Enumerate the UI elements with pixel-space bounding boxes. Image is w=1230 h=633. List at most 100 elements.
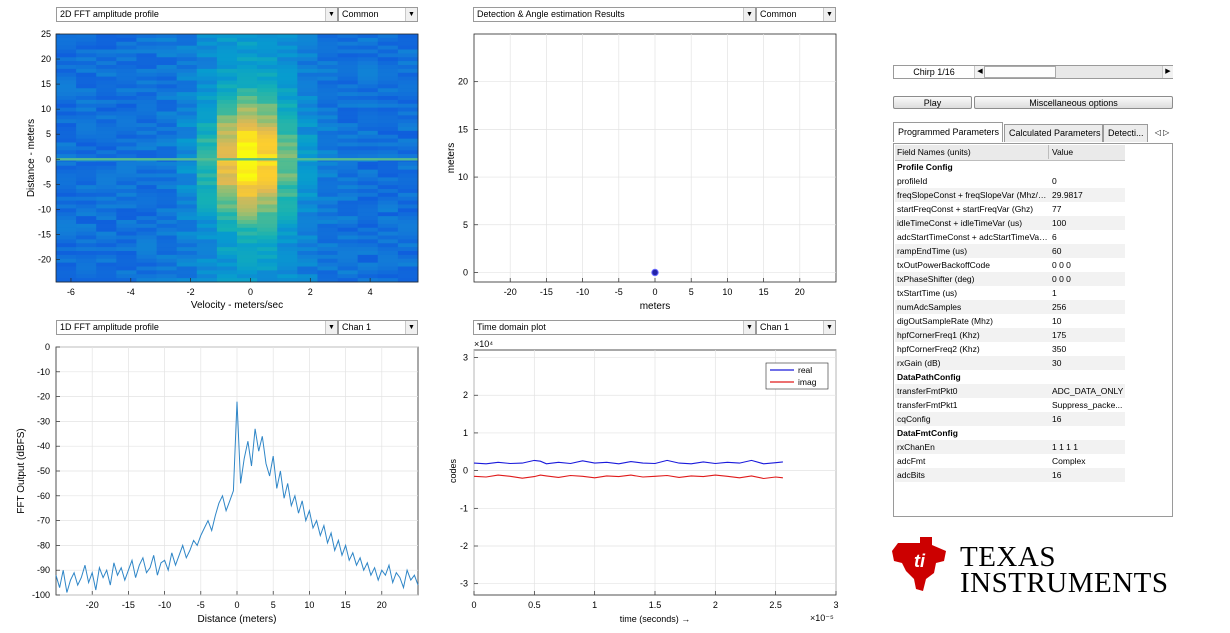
header-value[interactable]: Value	[1052, 147, 1074, 157]
heatmap-cell	[76, 165, 97, 171]
chevron-down-icon[interactable]: ▼	[823, 8, 835, 21]
table-row[interactable]: adcStartTimeConst + adcStartTimeVar ... 6	[895, 230, 1125, 244]
mode-select-dropdown-4[interactable]: Chan 1 ▼	[756, 320, 836, 335]
time-series-lines	[473, 459, 783, 480]
heatmap-cell	[257, 130, 278, 136]
table-row[interactable]: hpfCornerFreq2 (Khz) 350	[895, 342, 1125, 356]
table-row[interactable]: idleTimeConst + idleTimeVar (us) 100	[895, 216, 1125, 230]
table-row[interactable]: numAdcSamples 256	[895, 300, 1125, 314]
heatmap-cell	[317, 278, 338, 283]
mode-select-dropdown-2[interactable]: Common ▼	[756, 7, 836, 22]
heatmap-cell	[176, 223, 198, 229]
plot-select-dropdown-1[interactable]: 2D FFT amplitude profile ▼	[56, 7, 338, 22]
line-ticks: -20 -15 -10 -5 0 5 10 15 200-10-20-30-40-50-60-7…	[32, 342, 418, 610]
heatmap-cell	[136, 231, 157, 236]
table-row[interactable]: rampEndTime (us) 60	[895, 244, 1125, 258]
table-row[interactable]: digOutSampleRate (Mhz) 10	[895, 314, 1125, 328]
heatmap-cell	[257, 165, 278, 171]
table-row[interactable]: Profile Config	[895, 160, 1125, 174]
heatmap-cell	[56, 127, 77, 132]
heatmap-cell	[216, 150, 238, 155]
tab-scroll-arrows-icon[interactable]: ◁ ▷	[1154, 128, 1170, 137]
heatmap-cell	[277, 92, 298, 97]
table-row[interactable]: DataPathConfig	[895, 370, 1125, 384]
heatmap-cell	[216, 278, 238, 283]
heatmap-cell	[397, 123, 419, 128]
table-row[interactable]: hpfCornerFreq1 (Khz) 175	[895, 328, 1125, 342]
heatmap-cell	[297, 119, 318, 124]
heatmap-cell	[377, 185, 399, 190]
heatmap-cell	[277, 68, 298, 74]
heatmap-cell	[297, 254, 318, 260]
chevron-down-icon[interactable]: ▼	[405, 8, 417, 21]
plot-select-dropdown-4[interactable]: Time domain plot ▼	[473, 320, 756, 335]
heatmap-cell	[216, 254, 238, 260]
heatmap-cell	[116, 251, 137, 256]
heatmap-cell	[237, 262, 258, 267]
plot-select-dropdown-3[interactable]: 1D FFT amplitude profile ▼	[56, 320, 338, 335]
chevron-down-icon[interactable]: ▼	[405, 321, 417, 334]
table-row[interactable]: txPhaseShifter (deg) 0 0 0	[895, 272, 1125, 286]
tab-calculated-parameters[interactable]: Calculated Parameters	[1004, 124, 1103, 142]
heatmap-cell	[377, 223, 399, 229]
heatmap-cell	[277, 150, 298, 155]
table-row[interactable]: transferFmtPkt1 Suppress_packe...	[895, 398, 1125, 412]
dropdown-value: Common	[760, 9, 797, 19]
table-row[interactable]: DataFmtConfig	[895, 426, 1125, 440]
heatmap-cell	[76, 154, 97, 159]
table-row[interactable]: adcBits 16	[895, 468, 1125, 482]
heatmap-cell	[156, 138, 178, 143]
tab-programmed-parameters[interactable]: Programmed Parameters	[893, 122, 1003, 142]
table-row[interactable]: freqSlopeConst + freqSlopeVar (Mhz/us) 29…	[895, 188, 1125, 202]
table-row[interactable]: txStartTime (us) 1	[895, 286, 1125, 300]
heatmap-cell	[297, 278, 318, 283]
tab-detection[interactable]: Detecti...	[1103, 124, 1148, 142]
heatmap-cell	[397, 65, 419, 70]
table-row[interactable]: profileId 0	[895, 174, 1125, 188]
heatmap-cell	[76, 231, 97, 236]
heatmap-cell	[76, 84, 97, 89]
table-row[interactable]: adcFmt Complex	[895, 454, 1125, 468]
table-row[interactable]: rxGain (dB) 30	[895, 356, 1125, 370]
heatmap-cell	[337, 146, 359, 151]
chirp-slider[interactable]: Chirp 1/16 ◀ ▶	[893, 65, 1173, 79]
heatmap-cell	[56, 196, 77, 202]
table-row[interactable]: cqConfig 16	[895, 412, 1125, 426]
parameters-table: Field Names (units) Value Profile Config…	[893, 143, 1173, 517]
heatmap-cell	[397, 181, 419, 186]
heatmap-cell	[237, 96, 258, 101]
heatmap-cell	[176, 119, 198, 124]
mode-select-dropdown-1[interactable]: Common ▼	[338, 7, 418, 22]
play-button[interactable]: Play	[893, 96, 972, 109]
heatmap-cell	[196, 208, 218, 213]
header-field-names[interactable]: Field Names (units)	[895, 145, 1049, 159]
table-row[interactable]: transferFmtPkt0 ADC_DATA_ONLY	[895, 384, 1125, 398]
slider-left-arrow-icon[interactable]: ◀	[974, 66, 985, 78]
heatmap-cell	[257, 49, 278, 54]
slider-right-arrow-icon[interactable]: ▶	[1162, 66, 1173, 78]
heatmap-cell	[196, 76, 218, 81]
value-cell: 175	[1052, 330, 1067, 340]
table-row[interactable]: startFreqConst + startFreqVar (Ghz) 77	[895, 202, 1125, 216]
table-row[interactable]: rxChanEn 1 1 1 1	[895, 440, 1125, 454]
heatmap-cell	[357, 274, 379, 279]
chevron-down-icon[interactable]: ▼	[325, 8, 337, 21]
slider-thumb[interactable]	[984, 66, 1056, 78]
value-cell: Complex	[1052, 456, 1086, 466]
chevron-down-icon[interactable]: ▼	[325, 321, 337, 334]
plot-select-dropdown-2[interactable]: Detection & Angle estimation Results ▼	[473, 7, 756, 22]
heatmap-cell	[116, 200, 137, 205]
heatmap-cell	[196, 278, 218, 283]
misc-options-button[interactable]: Miscellaneous options	[974, 96, 1173, 109]
heatmap-cell	[297, 37, 318, 43]
table-row[interactable]: txOutPowerBackoffCode 0 0 0	[895, 258, 1125, 272]
heatmap-cell	[196, 34, 218, 39]
heatmap-cell	[156, 84, 178, 89]
mode-select-dropdown-3[interactable]: Chan 1 ▼	[338, 320, 418, 335]
heatmap-cell	[96, 208, 117, 213]
chevron-down-icon[interactable]: ▼	[743, 8, 755, 21]
chevron-down-icon[interactable]: ▼	[823, 321, 835, 334]
heatmap-cell	[136, 196, 157, 202]
chevron-down-icon[interactable]: ▼	[743, 321, 755, 334]
